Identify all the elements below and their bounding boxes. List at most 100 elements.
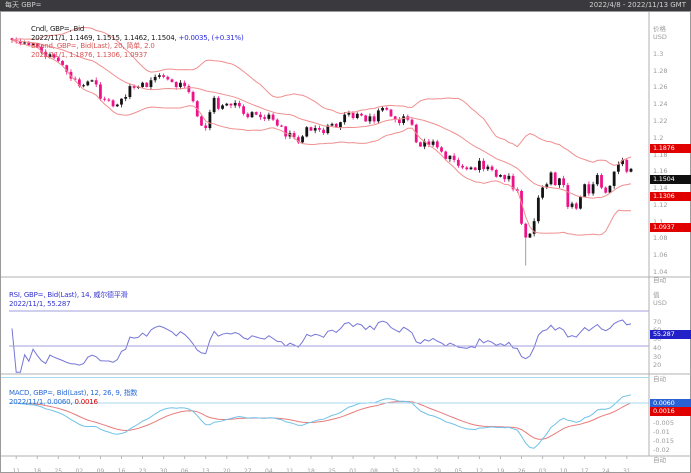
rsi-tick-label: 70 [653, 317, 662, 326]
candle-body [448, 155, 452, 160]
rsi-series-label: RSI, GBP=, Bid(Last), 14, 威尔德平滑 [9, 291, 128, 299]
price-tick-label: 1.1 [653, 217, 664, 226]
candle-body [35, 43, 39, 47]
price-tick-label: 1.28 [653, 66, 668, 75]
chart-canvas[interactable] [1, 12, 691, 473]
macd-line [11, 394, 632, 449]
candle-body [174, 81, 178, 87]
candle-body [284, 126, 288, 137]
candle-body [444, 151, 448, 160]
candle-body [111, 100, 115, 107]
candle-body [250, 112, 254, 118]
candle-body [271, 114, 275, 120]
bband-values: 2022/11/1, 1.1876, 1.1306, 1.0937 [31, 50, 148, 59]
time-day-label: 04 [265, 468, 273, 473]
time-day-label: 18 [307, 468, 315, 473]
time-axis[interactable]: 11 18 25 02 09 16 23 30 06 13 20 27 04 11 18 25 01 08 15 22… [1, 467, 691, 473]
macd-signal-value: 0.0016 [74, 397, 98, 406]
candle-body [99, 84, 102, 99]
candle-body [27, 42, 31, 46]
rsi-badge: 55.287 [650, 330, 691, 340]
candle-body [587, 184, 591, 194]
candle-body [372, 116, 376, 122]
candle-body [330, 123, 334, 126]
candle-body [77, 79, 81, 87]
candle-body [604, 187, 608, 193]
macd-values: 2022/11/1, 0.0060, 0.0016 [9, 397, 98, 406]
candle-body [204, 125, 208, 129]
candle-body [212, 97, 216, 113]
bband-series-label: BBand, GBP=, Bid(Last), 20, 简单, 2.0 [31, 42, 155, 50]
candle-body [452, 155, 456, 160]
time-day-label: 01 [349, 468, 357, 473]
candle-body [398, 119, 401, 124]
candle-body [524, 223, 528, 238]
price-tick-label: 1.06 [653, 251, 668, 260]
candle-body [558, 178, 561, 186]
rsi-tick-label: 30 [653, 352, 662, 361]
candle-body [216, 97, 220, 109]
candle-body [541, 187, 544, 198]
candle-body [153, 76, 157, 81]
time-day-label: 03 [538, 468, 547, 473]
candle-body [419, 142, 422, 147]
candle-body [368, 116, 372, 122]
macd-axis-auto-label: 自动 [653, 456, 666, 464]
price-tick-label: 1.16 [653, 167, 668, 176]
candle-body [128, 86, 132, 98]
value-axis-column[interactable]: 价格 USD 1.3 1.28 1.26 1.24 1.22 1.2 1.18 1.16 1.14 1… [649, 23, 691, 467]
candle-body [499, 175, 502, 177]
candle-body [507, 175, 511, 180]
macd-tick-label: -0.02 [653, 445, 670, 454]
price-tick-label: 1.12 [653, 200, 668, 209]
candle-body [145, 82, 149, 87]
macd-badge: 0.0016 [650, 407, 691, 417]
price-axis-title: 价格 [653, 25, 666, 33]
candle-body [107, 99, 111, 101]
price-panel-legend: Cndl, GBP=, Bid 2022/11/1, 1.1469, 1.151… [31, 25, 244, 59]
candle-body [309, 127, 313, 131]
candle-body [385, 107, 389, 110]
candle-body [317, 128, 321, 130]
candle-body [115, 104, 119, 107]
time-day-label: 26 [517, 468, 526, 473]
candle-body [149, 80, 153, 87]
candle-body [490, 166, 494, 170]
chart-frame: Cndl, GBP=, Bid 2022/11/1, 1.1469, 1.151… [0, 11, 691, 473]
candle-body [376, 110, 380, 122]
candle-body [52, 54, 56, 58]
candle-body [410, 119, 414, 125]
candle-body [486, 166, 490, 170]
macd-tick-label: -0.015 [653, 436, 674, 445]
candle-body [566, 185, 570, 207]
candle-body [23, 42, 27, 44]
candle-body [233, 102, 237, 106]
rsi-axis-title: 值 [653, 291, 660, 299]
time-day-label: 16 [117, 468, 126, 473]
candle-body [608, 185, 612, 193]
price-tick-label: 1.18 [653, 150, 668, 159]
macd-plot-area [11, 394, 632, 449]
candle-body [259, 114, 262, 118]
candle-body [482, 160, 486, 170]
candle-body [90, 80, 94, 82]
candle-body [301, 136, 304, 143]
candle-body [292, 133, 296, 138]
price-tick-label: 1.14 [653, 184, 668, 193]
candle-body [616, 164, 620, 172]
candle-body [313, 128, 317, 131]
price-tick-label: 1.08 [653, 234, 668, 243]
time-day-label: 02 [75, 468, 84, 473]
macd-panel-legend: MACD, GBP=, Bid(Last), 12, 26, 9, 指数 202… [9, 389, 138, 406]
candle-body [435, 141, 439, 148]
candle-body [427, 141, 431, 145]
candle-body [229, 103, 233, 106]
candle-body [69, 71, 73, 79]
candle-body [103, 98, 107, 100]
candle-body [162, 75, 165, 77]
candle-body [351, 112, 355, 118]
candle-body [389, 109, 393, 117]
candle-body [82, 85, 85, 87]
candle-body [326, 125, 330, 134]
